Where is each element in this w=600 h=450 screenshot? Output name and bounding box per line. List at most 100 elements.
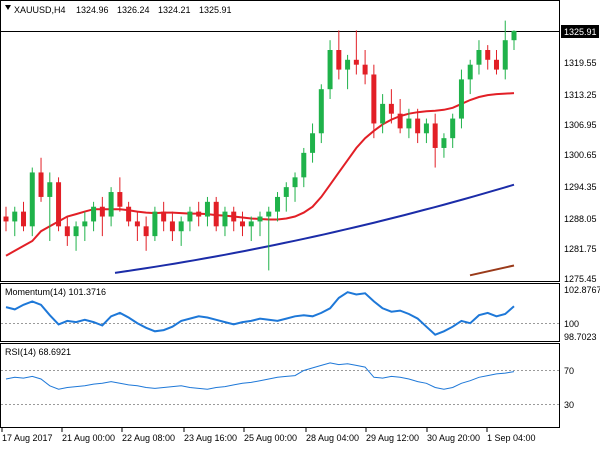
candle-body — [327, 50, 333, 90]
candle-body — [301, 152, 307, 178]
main-panel-frame — [0, 0, 560, 282]
y-label: 1319.55 — [564, 58, 597, 68]
price-tag-bg — [561, 25, 599, 38]
momentum-y-label: 102.8767 — [564, 285, 600, 295]
x-label: 28 Aug 04:00 — [306, 433, 359, 443]
momentum-indicator — [5, 291, 515, 336]
candle-body — [82, 221, 88, 227]
candle-body — [3, 216, 9, 222]
moving-averages — [5, 92, 515, 277]
momentum-y-label: 100 — [564, 319, 579, 329]
candle-body — [266, 211, 272, 217]
candle-body — [38, 172, 44, 197]
candle-body — [415, 118, 421, 134]
candle-body — [371, 74, 377, 124]
candle-body — [99, 206, 105, 217]
candle-body — [117, 192, 123, 207]
ohlc-low: 1324.21 — [158, 5, 191, 15]
x-label: 29 Aug 12:00 — [366, 433, 419, 443]
ohlc-high: 1326.24 — [117, 5, 150, 15]
candle-body — [257, 216, 263, 222]
candle-body — [134, 221, 140, 227]
candle-body — [12, 211, 18, 222]
candle-body — [187, 211, 193, 222]
price-tag: 1325.91 — [564, 27, 597, 37]
candle-body — [64, 226, 70, 237]
y-label: 1313.25 — [564, 90, 597, 100]
candle-body — [450, 118, 456, 139]
x-label: 1 Sep 04:00 — [487, 433, 536, 443]
candle-body — [493, 59, 499, 70]
rsi-y-label: 30 — [564, 400, 574, 410]
candle-body — [380, 103, 386, 124]
x-label: 30 Aug 20:00 — [427, 433, 480, 443]
collapse-arrow-icon[interactable] — [5, 5, 11, 10]
ma-long-line — [469, 264, 515, 277]
candle-body — [318, 89, 324, 134]
candle-body — [441, 138, 447, 148]
momentum-line — [5, 291, 515, 336]
candle-body — [336, 50, 342, 70]
candle-body — [161, 211, 167, 222]
x-label: 25 Aug 00:00 — [244, 433, 297, 443]
rsi-title: RSI(14) 68.6921 — [5, 347, 71, 357]
candle-body — [292, 177, 298, 188]
x-label: 22 Aug 08:00 — [122, 433, 175, 443]
candle-body — [388, 103, 394, 114]
candle-body — [345, 59, 351, 70]
candle-body — [362, 64, 368, 75]
candle-body — [204, 201, 210, 217]
rsi-y-label: 70 — [564, 366, 574, 376]
candle-body — [56, 182, 62, 227]
candle-body — [143, 226, 149, 237]
rsi-panel-frame — [0, 343, 560, 428]
y-label: 1281.75 — [564, 244, 597, 254]
y-label: 1294.35 — [564, 182, 597, 192]
candle-body — [467, 64, 473, 80]
candle-body — [485, 50, 491, 60]
candle-body — [248, 221, 254, 227]
time-axis: 17 Aug 2017 21 Aug 00:00 22 Aug 08:00 23… — [1, 428, 536, 443]
candle-body — [432, 123, 438, 148]
candlesticks — [3, 20, 517, 271]
candle-body — [458, 79, 464, 119]
candle-body — [310, 133, 316, 153]
x-label: 23 Aug 16:00 — [184, 433, 237, 443]
momentum-y-label: 98.7023 — [564, 332, 597, 342]
x-label: 17 Aug 2017 — [2, 433, 53, 443]
candle-body — [108, 192, 114, 217]
candle-body — [423, 123, 429, 134]
candle-body — [511, 30, 517, 41]
candle-body — [275, 196, 281, 212]
candle-body — [21, 211, 27, 227]
candle-body — [239, 221, 245, 227]
rsi-line — [5, 362, 515, 390]
momentum-panel-frame — [0, 283, 560, 342]
candle-body — [231, 211, 237, 222]
y-label: 1288.05 — [564, 214, 597, 224]
momentum-title: Momentum(14) 101.3716 — [5, 287, 106, 297]
candle-body — [476, 50, 482, 65]
candle-body — [47, 182, 53, 197]
ohlc-open: 1324.96 — [76, 5, 109, 15]
candle-body — [29, 172, 35, 227]
candle-body — [152, 211, 158, 237]
candle-body — [169, 221, 175, 232]
ma-mid-line — [114, 183, 515, 274]
y-label: 1275.45 — [564, 274, 597, 284]
candle-body — [222, 211, 228, 227]
candle-body — [397, 113, 403, 129]
rsi-indicator — [5, 362, 515, 390]
candle-body — [91, 206, 97, 222]
candle-body — [353, 59, 359, 65]
candle-body — [196, 211, 202, 217]
candle-body — [73, 226, 79, 237]
candle-body — [178, 221, 184, 232]
y-label: 1300.65 — [564, 150, 597, 160]
candle-body — [502, 40, 508, 70]
candle-body — [283, 187, 289, 197]
candle-body — [126, 206, 132, 222]
symbol-label: XAUUSD,H4 — [14, 5, 66, 15]
